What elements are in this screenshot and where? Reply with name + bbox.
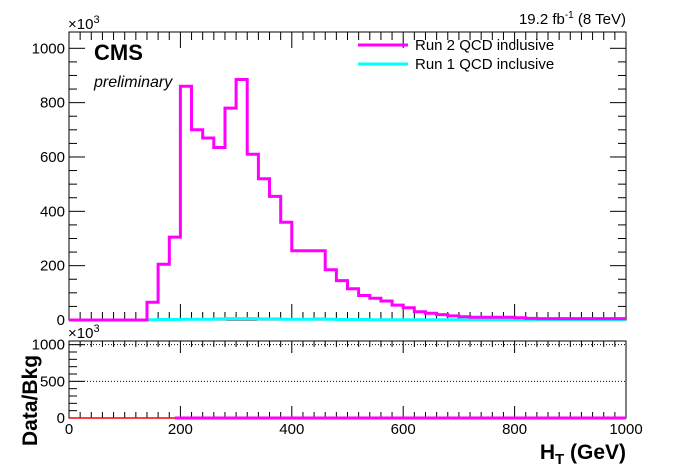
- legend: Run 2 QCD inclusive Run 1 QCD inclusive: [358, 37, 554, 73]
- ratio-y-tick-label: 0: [57, 410, 65, 427]
- ratio-y-tick-label: 1000: [32, 337, 65, 354]
- main-y-tick-label: 0: [57, 312, 65, 329]
- lumi-label: 19.2 fb-1 (8 TeV): [519, 10, 626, 28]
- main-y-tick-label: 600: [40, 149, 65, 166]
- ratio-y-axis-label: Data/Bkg: [19, 355, 42, 446]
- main-x-axis: [68, 32, 627, 320]
- ratio-plot-frame: [68, 340, 627, 419]
- ratio-gridlines: [69, 344, 626, 382]
- main-y-tick-label: 1000: [32, 40, 65, 57]
- preliminary-label: preliminary: [93, 74, 173, 91]
- legend-label-run1: Run 1 QCD inclusive: [415, 56, 554, 73]
- main-y-tick-label: 200: [40, 258, 65, 275]
- legend-label-run2: Run 2 QCD inclusive: [415, 37, 554, 54]
- ratio-y-tick-label: 500: [40, 373, 65, 390]
- ratio-multiplier: ×103: [68, 323, 100, 342]
- ratio-x-axis: 0 200 400 600 800 1000: [65, 341, 643, 438]
- x-tick-label: 200: [168, 421, 193, 438]
- cms-label: CMS: [94, 40, 143, 65]
- x-axis-label: HT (GeV): [540, 441, 626, 468]
- main-y-tick-label: 400: [40, 203, 65, 220]
- main-series-group: [69, 78, 626, 322]
- series-run-2-qcd-inclusive: [69, 78, 626, 322]
- main-y-tick-label: 800: [40, 95, 65, 112]
- x-tick-label: 800: [502, 421, 527, 438]
- ratio-y-axis: 0 500 1000: [32, 337, 85, 427]
- x-tick-label: 600: [391, 421, 416, 438]
- series-run-1-qcd-inclusive: [69, 317, 626, 322]
- x-tick-label: 400: [279, 421, 304, 438]
- x-tick-label: 1000: [609, 421, 642, 438]
- main-y-axis: 0 200 400 600 800 1000: [32, 40, 626, 329]
- main-multiplier: ×103: [68, 14, 100, 33]
- x-tick-label: 0: [65, 421, 73, 438]
